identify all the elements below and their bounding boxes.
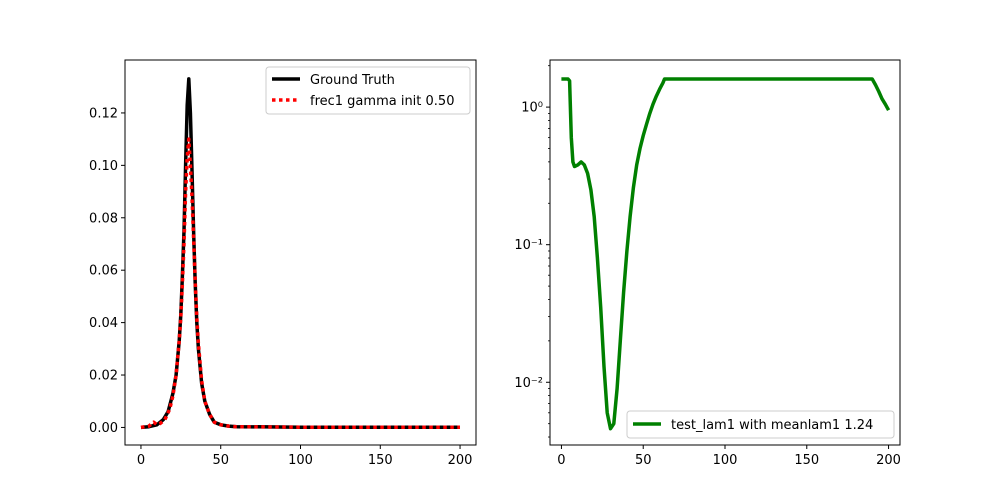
left-y-tick-label: 0.10	[89, 159, 118, 174]
left-chart: 0 50 100 150 200 0.00 0.02 0.04 0.06 0.08 0.10 0.1…	[89, 59, 477, 468]
right-x-tick-label: 0	[557, 453, 565, 468]
left-x-tick-label: 0	[137, 453, 145, 468]
right-x-tick-label: 50	[635, 453, 652, 468]
left-y-tick-label: 0.12	[89, 106, 118, 121]
left-legend-label-0: Ground Truth	[310, 73, 395, 88]
left-y-tick-label: 0.04	[89, 316, 118, 331]
right-series-line-0	[561, 77, 891, 431]
left-legend-label-1: frec1 gamma init 0.50	[310, 94, 454, 109]
left-y-tick-label: 0.02	[89, 369, 118, 384]
left-y-tick-label: 0.08	[89, 211, 118, 226]
left-x-tick-label: 100	[288, 453, 313, 468]
right-legend: test_lam1 with meanlam1 1.24	[626, 410, 895, 439]
right-x-tick-label: 100	[713, 453, 738, 468]
left-series-line-1	[140, 137, 460, 430]
left-y-ticks: 0.00 0.02 0.04 0.06 0.08 0.10 0.12	[89, 106, 125, 436]
left-series-layer	[140, 77, 460, 430]
left-y-tick-label: 0.06	[89, 264, 118, 279]
left-x-tick-label: 150	[368, 453, 393, 468]
right-y-tick-label: 10⁰	[521, 101, 543, 116]
right-y-ticks: 10⁻² 10⁻¹ 10⁰	[514, 65, 550, 438]
left-legend-box	[265, 66, 471, 115]
right-x-tick-label: 200	[876, 453, 901, 468]
right-y-tick-label: 10⁻²	[514, 376, 543, 391]
left-x-tick-label: 200	[448, 453, 473, 468]
left-x-tick-label: 50	[212, 453, 229, 468]
right-x-tick-label: 150	[794, 453, 819, 468]
right-series-layer	[561, 77, 891, 431]
left-x-ticks: 0 50 100 150 200	[137, 445, 473, 468]
left-y-tick-label: 0.00	[89, 421, 118, 436]
left-legend: Ground Truth frec1 gamma init 0.50	[265, 66, 471, 115]
right-x-ticks: 0 50 100 150 200	[557, 445, 901, 468]
right-y-tick-label: 10⁻¹	[514, 238, 543, 253]
right-legend-label-0: test_lam1 with meanlam1 1.24	[671, 418, 873, 433]
right-chart: 0 50 100 150 200 10⁻² 10⁻¹ 10⁰ test_lam1 with …	[514, 59, 901, 468]
right-legend-box	[626, 410, 895, 439]
